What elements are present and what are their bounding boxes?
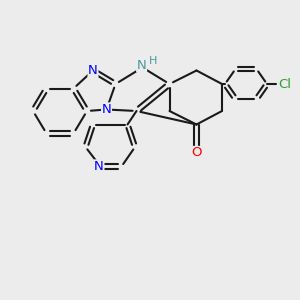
Text: N: N [94,160,104,173]
Text: Cl: Cl [278,77,292,91]
Text: N: N [137,58,146,72]
Text: N: N [102,103,111,116]
Text: H: H [149,56,157,66]
Text: O: O [191,146,202,160]
Text: N: N [88,64,98,77]
